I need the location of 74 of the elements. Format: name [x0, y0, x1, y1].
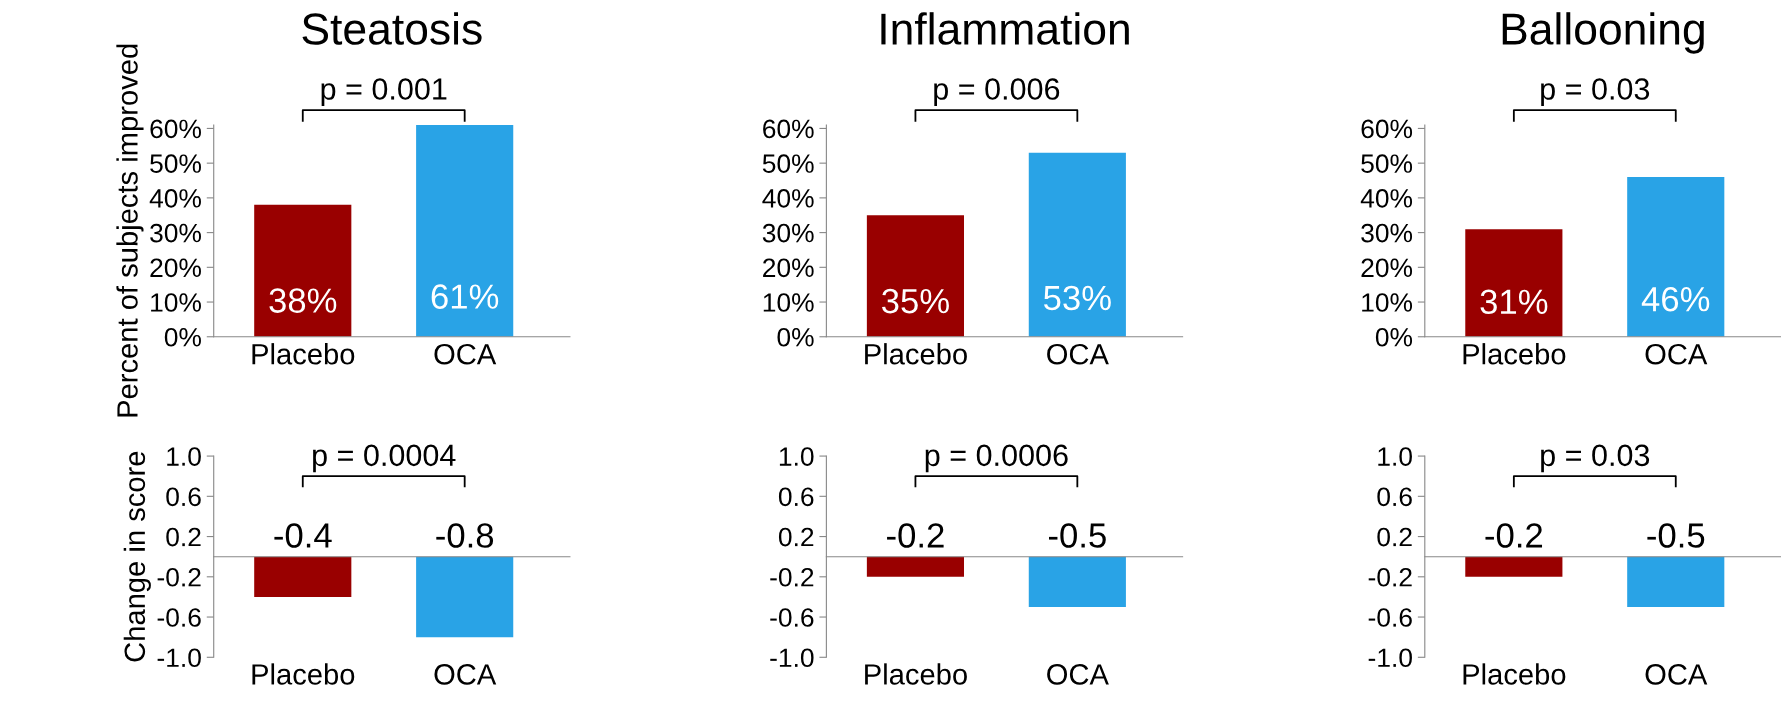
y-tick-label: 20% — [1361, 258, 1413, 278]
x-tick-label: OCA — [434, 343, 497, 365]
x-tick-label: Placebo — [865, 343, 967, 365]
data-label: -0.5 — [1647, 523, 1705, 548]
data-label: 53% — [1043, 285, 1111, 311]
x-tick-label: OCA — [1047, 664, 1109, 685]
text: p = 0.006 — [934, 78, 1060, 106]
chart-title: Ballooning — [1502, 12, 1704, 54]
x-tick-label: Placebo — [1463, 343, 1566, 365]
y-tick-label: 20% — [763, 258, 814, 278]
y-tick-label: 60% — [150, 119, 201, 139]
y-tick-label: 0.2 — [1377, 527, 1412, 547]
chart-title: Inflammation — [881, 12, 1129, 45]
text: p = 0.03 — [1541, 78, 1650, 106]
y-tick-label: 0% — [1375, 327, 1413, 347]
x-tick-label: Placebo — [252, 663, 355, 685]
y-tick-label: 50% — [1361, 154, 1413, 173]
y-tick-label: -0.6 — [157, 608, 201, 627]
y-tick-label: 20% — [150, 258, 201, 278]
y-tick-label: -0.2 — [1368, 567, 1412, 587]
y-tick-label: -0.6 — [770, 608, 814, 627]
y-tick-label: 0.6 — [1377, 487, 1412, 507]
y-tick-label: 40% — [762, 189, 814, 208]
data-label: 38% — [269, 288, 337, 313]
y-tick-label: 0.2 — [778, 527, 814, 547]
data-label: -0.4 — [274, 523, 332, 548]
x-tick-label: Placebo — [865, 663, 967, 685]
y-tick-label: -0.2 — [157, 567, 201, 587]
annotation: p = 0.03 — [1541, 444, 1650, 473]
y-tick-label: -1.0 — [770, 648, 814, 668]
y-tick-label: 50% — [150, 154, 201, 173]
chart-title: Steatosis — [302, 12, 482, 45]
y-tick-label: 10% — [763, 293, 814, 312]
x-tick-label: OCA — [434, 664, 497, 685]
y-tick-label: 30% — [150, 223, 201, 243]
y-axis-title: Change in score — [123, 451, 151, 662]
data-label: 46% — [1641, 286, 1710, 312]
y-tick-label: 10% — [1362, 293, 1413, 312]
data-label: 31% — [1480, 289, 1548, 315]
data-label: -0.2 — [1485, 523, 1543, 548]
x-tick-label: Placebo — [1463, 663, 1566, 685]
y-tick-label: 30% — [1361, 223, 1413, 243]
y-tick-label: 0.6 — [166, 487, 201, 507]
data-label: -0.2 — [887, 523, 944, 548]
y-tick-label: -1.0 — [1368, 648, 1412, 668]
y-tick-label: 1.0 — [1378, 447, 1412, 466]
data-label: 35% — [882, 288, 949, 314]
y-tick-label: 1.0 — [167, 447, 201, 466]
text: p = 0.001 — [321, 78, 447, 106]
annotation: p = 0.0006 — [925, 444, 1068, 473]
y-tick-label: 40% — [1360, 189, 1413, 208]
y-axis-title: Percent of subjects improved — [116, 44, 144, 417]
annotation: p = 0.0004 — [313, 444, 456, 473]
y-tick-label: 30% — [762, 223, 814, 243]
y-tick-label: -1.0 — [157, 648, 201, 668]
y-tick-label: 50% — [762, 154, 814, 173]
y-tick-label: -0.2 — [770, 567, 814, 587]
y-tick-label: 0% — [777, 327, 814, 347]
x-tick-label: OCA — [1645, 664, 1708, 685]
y-tick-label: 0.6 — [778, 487, 814, 507]
data-label: -0.8 — [436, 523, 494, 548]
y-tick-label: 0.2 — [166, 527, 201, 547]
y-tick-label: 0% — [164, 327, 201, 347]
y-tick-label: 10% — [151, 293, 201, 312]
x-tick-label: OCA — [1645, 343, 1708, 365]
data-label: 61% — [431, 284, 499, 309]
x-tick-label: OCA — [1047, 343, 1109, 365]
y-tick-label: 60% — [763, 119, 814, 139]
y-tick-label: 60% — [1361, 119, 1413, 139]
y-tick-label: 1.0 — [779, 447, 814, 466]
data-label: -0.5 — [1048, 523, 1106, 548]
x-tick-label: Placebo — [252, 343, 355, 365]
y-tick-label: -0.6 — [1368, 608, 1412, 627]
y-tick-label: 40% — [149, 189, 201, 208]
